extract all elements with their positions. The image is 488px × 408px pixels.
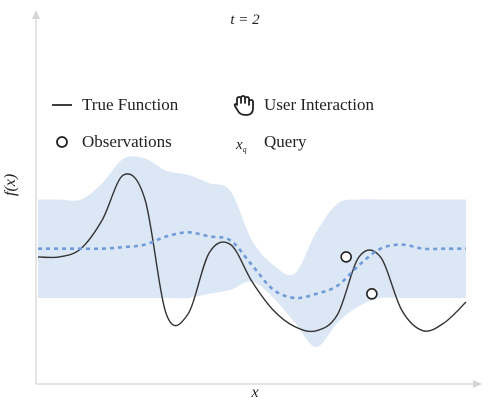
x-axis-arrowhead <box>473 380 482 388</box>
y-axis-arrowhead <box>32 10 40 19</box>
hand-icon <box>233 95 254 116</box>
series-line-true-function <box>37 173 467 333</box>
series-line-posterior-mean <box>38 231 466 300</box>
legend-query-label: Query <box>264 132 307 151</box>
uncertainty-band <box>38 156 466 348</box>
series-layer <box>37 173 467 333</box>
observation-point-2 <box>366 288 378 300</box>
legend-query-symbol: xq <box>235 137 247 154</box>
legend-observations-label: Observations <box>82 132 172 151</box>
observation-layer <box>340 251 378 300</box>
chart-title: t = 2 <box>230 12 260 28</box>
legend-user-interaction-label: User Interaction <box>264 95 374 114</box>
legend-observation-marker <box>56 136 68 148</box>
uncertainty-band-layer <box>38 156 466 348</box>
x-axis-label: x <box>251 384 259 401</box>
y-axis-label: f(x) <box>2 173 19 196</box>
observation-point-1 <box>340 251 352 263</box>
legend-true-function-label: True Function <box>82 95 179 114</box>
